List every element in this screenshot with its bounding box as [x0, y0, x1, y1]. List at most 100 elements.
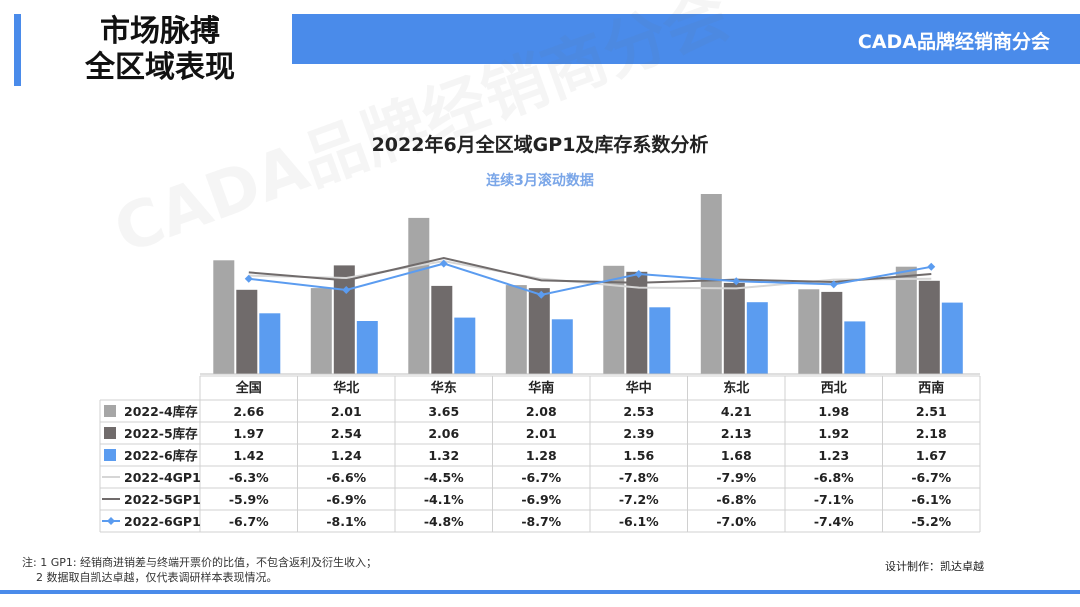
data-label-2022-5库存-华中: 2.39 [623, 426, 654, 441]
data-label-2022-6库存-全国: 1.42 [233, 448, 264, 463]
legend-label-2022-4库存: 2022-4库存 [124, 404, 198, 419]
data-label-2022-5GP1-东北: -6.8% [716, 492, 756, 507]
bar-2022-5库存-华中 [626, 271, 648, 374]
legend-label-2022-5GP1: 2022-5GP1 [124, 492, 201, 507]
data-label-2022-6GP1-全国: -6.7% [229, 514, 269, 529]
data-label-2022-6GP1-华中: -6.1% [619, 514, 659, 529]
line-marker-2022-6GP1-全国 [244, 274, 253, 283]
chart-subtitle: 连续3月滚动数据 [486, 173, 594, 189]
legend-key-marker-2022-6GP1 [107, 517, 115, 525]
credit-text: 设计制作：凯达卓越 [885, 560, 984, 573]
line-marker-2022-6GP1-西北 [829, 280, 838, 289]
data-label-2022-6GP1-华南: -8.7% [521, 514, 561, 529]
chart-title: 2022年6月全区域GP1及库存系数分析 [371, 134, 709, 156]
legend-label-2022-5库存: 2022-5库存 [124, 426, 198, 441]
data-label-2022-5GP1-华北: -6.9% [326, 492, 366, 507]
data-label-2022-5GP1-华中: -7.2% [619, 492, 659, 507]
line-2022-6GP1 [248, 262, 932, 296]
data-label-2022-6库存-西北: 1.23 [818, 448, 849, 463]
data-label-2022-6GP1-华东: -4.8% [424, 514, 464, 529]
data-label-2022-4GP1-西北: -6.8% [814, 470, 854, 485]
bar-2022-4库存-西南 [895, 266, 917, 374]
bar-2022-6库存-华南 [551, 319, 573, 374]
data-label-2022-5GP1-华南: -6.9% [521, 492, 561, 507]
tick-label-华东: 华东 [431, 380, 457, 396]
line-marker-2022-6GP1-华北 [342, 286, 351, 294]
legend-label-2022-6GP1: 2022-6GP1 [124, 514, 201, 529]
data-label-2022-5GP1-全国: -5.9% [229, 492, 269, 507]
data-label-2022-5GP1-华东: -4.1% [424, 492, 464, 507]
header-accent-bar [14, 14, 21, 86]
data-label-2022-5库存-西南: 2.18 [916, 426, 947, 441]
data-label-2022-6GP1-西南: -5.2% [911, 514, 951, 529]
bar-2022-4库存-西北 [798, 289, 820, 374]
line-marker-2022-6GP1-西南 [927, 262, 936, 271]
data-label-2022-4库存-西南: 2.51 [916, 404, 947, 419]
bar-2022-4库存-华南 [505, 285, 527, 374]
data-label-2022-4库存-华南: 2.08 [526, 404, 557, 419]
page-title-line1: 市场脉搏 [100, 14, 220, 49]
legend-key-2022-5库存 [104, 427, 116, 439]
data-label-2022-5库存-华北: 2.54 [331, 426, 362, 441]
bar-2022-5库存-全国 [236, 289, 258, 374]
tick-label-华北: 华北 [333, 380, 359, 396]
data-label-2022-6库存-华北: 1.24 [331, 448, 362, 463]
tick-label-华南: 华南 [528, 380, 554, 396]
footnote-line1: 注: 1 GP1: 经销商进销差与终端开票价的比值，不包含返利及衍生收入； [22, 556, 378, 569]
bar-2022-6库存-华北 [356, 321, 378, 374]
data-label-2022-5库存-东北: 2.13 [721, 426, 752, 441]
data-label-2022-6GP1-西北: -7.4% [814, 514, 854, 529]
bar-2022-5库存-东北 [723, 282, 745, 374]
bar-2022-4库存-华东 [408, 217, 430, 374]
data-label-2022-4库存-华东: 3.65 [428, 404, 459, 419]
legend-key-2022-4库存 [104, 405, 116, 417]
data-label-2022-6GP1-东北: -7.0% [716, 514, 756, 529]
banner-text: CADA品牌经销商分会 [857, 31, 1050, 53]
data-label-2022-4GP1-华东: -4.5% [424, 470, 464, 485]
bar-2022-6库存-华中 [649, 307, 671, 374]
legend-label-2022-6库存: 2022-6库存 [124, 448, 198, 463]
data-label-2022-5GP1-西南: -6.1% [911, 492, 951, 507]
data-label-2022-6库存-东北: 1.68 [721, 448, 752, 463]
bar-2022-6库存-西北 [844, 321, 866, 374]
page-title-line2: 全区域表现 [85, 50, 235, 85]
data-label-2022-4GP1-全国: -6.3% [229, 470, 269, 485]
bar-2022-4库存-华北 [310, 288, 332, 374]
line-marker-2022-6GP1-华东 [439, 259, 448, 268]
data-label-2022-5库存-全国: 1.97 [233, 426, 264, 441]
data-label-2022-4库存-全国: 2.66 [233, 404, 264, 419]
bar-2022-5库存-华南 [528, 288, 550, 374]
bottom-rule [0, 590, 1080, 594]
data-label-2022-4GP1-东北: -7.9% [716, 470, 756, 485]
data-label-2022-6库存-华东: 1.32 [428, 448, 459, 463]
footnote-line2: 2 数据取自凯达卓越，仅代表调研样本表现情况。 [36, 571, 278, 584]
data-label-2022-6库存-华南: 1.28 [526, 448, 557, 463]
data-label-2022-6库存-西南: 1.67 [916, 448, 947, 463]
bar-2022-5库存-华北 [333, 265, 355, 374]
data-label-2022-4库存-东北: 4.21 [721, 404, 752, 419]
tick-label-东北: 东北 [723, 380, 749, 396]
data-label-2022-4GP1-华中: -7.8% [619, 470, 659, 485]
line-marker-2022-6GP1-华中 [634, 270, 643, 278]
bar-2022-4库存-全国 [213, 260, 235, 374]
bar-2022-5库存-西北 [821, 291, 843, 374]
bar-2022-6库存-全国 [259, 313, 281, 374]
line-marker-2022-6GP1-东北 [732, 277, 741, 286]
bar-2022-5库存-华东 [431, 285, 453, 374]
data-label-2022-6GP1-华北: -8.1% [326, 514, 366, 529]
data-label-2022-4库存-华北: 2.01 [331, 404, 362, 419]
data-label-2022-6库存-华中: 1.56 [623, 448, 654, 463]
bar-2022-4库存-东北 [700, 194, 722, 374]
bar-2022-4库存-华中 [603, 265, 625, 374]
header-banner: CADA品牌经销商分会 [292, 14, 1080, 64]
page-title: 市场脉搏 全区域表现 [40, 14, 280, 86]
line-marker-2022-6GP1-华南 [537, 290, 546, 299]
bar-2022-5库存-西南 [918, 280, 940, 374]
bar-2022-6库存-华东 [454, 317, 476, 374]
tick-label-华中: 华中 [626, 380, 652, 396]
data-label-2022-4库存-西北: 1.98 [818, 404, 849, 419]
tick-label-全国: 全国 [235, 380, 262, 396]
data-label-2022-4GP1-华北: -6.6% [326, 470, 366, 485]
line-2022-5GP1 [248, 256, 932, 284]
data-label-2022-4库存-华中: 2.53 [623, 404, 654, 419]
